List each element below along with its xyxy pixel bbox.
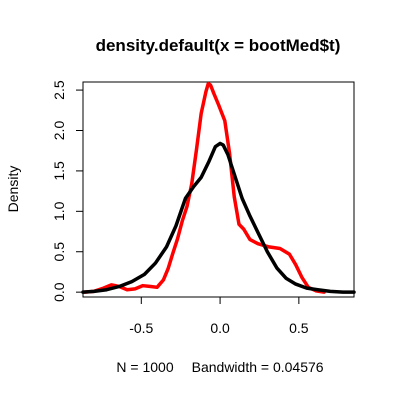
y-tick-label: 1.5: [51, 161, 67, 181]
x-axis-caption: N = 1000 Bandwidth = 0.04576: [116, 359, 323, 375]
y-tick-label: 0.5: [51, 242, 67, 262]
x-axis: -0.5 0.0 0.5: [129, 296, 309, 336]
plot-frame: [82, 81, 355, 298]
sample-size-text: N = 1000: [116, 359, 173, 375]
red-density-curve: [82, 81, 326, 294]
y-tick-label: 1.0: [51, 201, 67, 221]
bandwidth-text: Bandwidth = 0.04576: [192, 359, 324, 375]
density-series-layer: [81, 81, 356, 294]
x-tick-label: 0.0: [210, 320, 230, 336]
y-tick-label: 2.0: [51, 121, 67, 141]
y-tick-label: 2.5: [51, 80, 67, 100]
y-tick-label: 0.0: [51, 282, 67, 302]
chart-title: density.default(x = bootMed$t): [96, 36, 341, 55]
x-tick-label: -0.5: [129, 320, 153, 336]
y-axis-label: Density: [5, 166, 21, 213]
black-density-curve: [81, 141, 356, 294]
x-tick-label: 0.5: [289, 320, 309, 336]
y-axis: 0.0 0.5 1.0 1.5 2.0 2.5: [51, 80, 84, 302]
